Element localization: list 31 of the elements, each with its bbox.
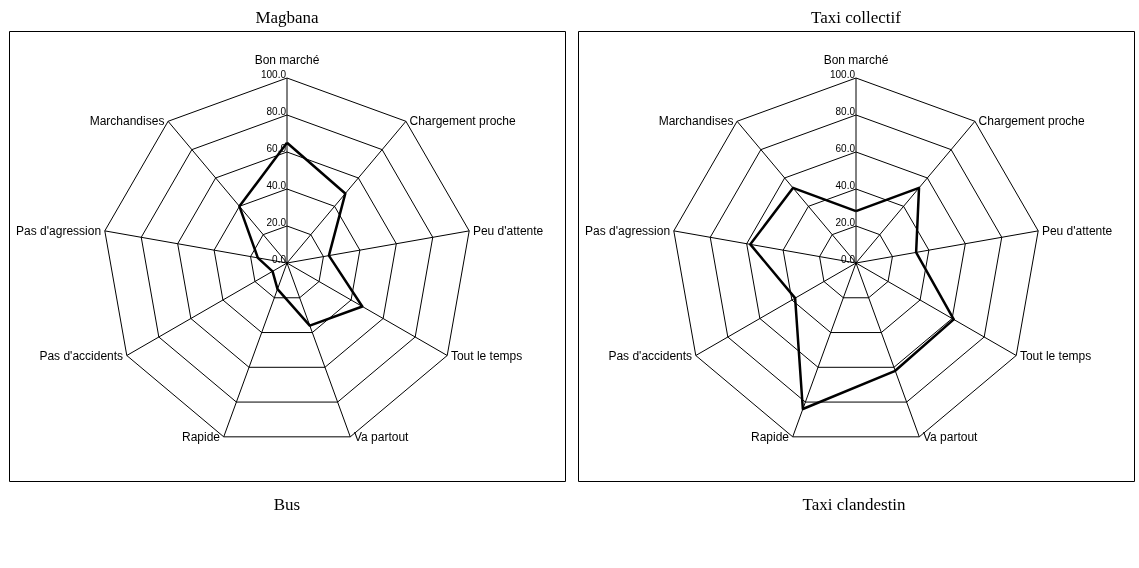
y-tick-label: 60.0: [835, 143, 856, 154]
spoke-label: Rapide: [750, 429, 790, 444]
spoke-label: Rapide: [182, 429, 221, 444]
y-tick-label: 100.0: [829, 69, 856, 80]
spoke-label: Chargement proche: [409, 114, 516, 129]
spoke-label: Bon marché: [823, 52, 889, 67]
spoke-label: Tout le temps: [1019, 348, 1092, 363]
spoke-label: Pas d'agression: [585, 223, 671, 238]
y-tick-label: 40.0: [835, 180, 856, 191]
spoke-label: Bon marché: [254, 52, 320, 67]
spoke-label: Pas d'accidents: [39, 348, 124, 363]
chart-title: Taxi collectif: [811, 8, 902, 27]
y-tick-label: 80.0: [266, 106, 287, 117]
spoke-label: Pas d'agression: [16, 223, 102, 238]
spoke-label: Va partout: [353, 429, 410, 444]
y-tick-label: 40.0: [266, 180, 287, 191]
spoke-label: Peu d'attente: [472, 223, 544, 238]
spoke-label: Peu d'attente: [1041, 223, 1113, 238]
y-tick-label: 100.0: [260, 69, 287, 80]
y-tick-label: 20.0: [266, 217, 287, 228]
y-tick-label: 80.0: [835, 106, 856, 117]
spoke-label: Tout le temps: [450, 348, 523, 363]
text: Taxi clandestin: [802, 495, 907, 514]
spoke-label: Marchandises: [658, 114, 734, 129]
spoke-label: Marchandises: [89, 114, 165, 129]
y-tick-label: 20.0: [835, 217, 856, 228]
text: Bus: [273, 495, 301, 514]
spoke-label: Pas d'accidents: [608, 348, 693, 363]
chart-title: Magbana: [255, 8, 320, 27]
spoke-label: Va partout: [922, 429, 979, 444]
spoke-label: Chargement proche: [978, 114, 1085, 129]
